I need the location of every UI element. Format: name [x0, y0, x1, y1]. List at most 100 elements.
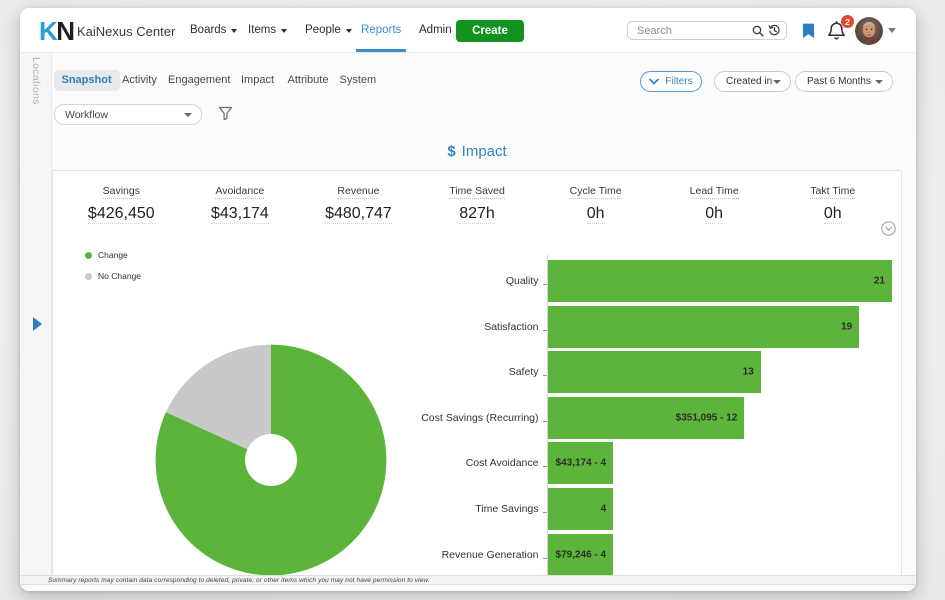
nav-item-boards[interactable]: Boards	[190, 8, 238, 52]
bar-revenue-generation[interactable]	[547, 533, 614, 575]
bar-category-label: Revenue Generation	[441, 548, 539, 561]
date-range-select[interactable]: Past 6 Months	[795, 71, 893, 92]
bar-safety[interactable]	[547, 351, 761, 394]
nav-item-people[interactable]: People	[305, 8, 352, 52]
workflow-select[interactable]: Workflow	[54, 104, 202, 125]
impact-heading: $ Impact	[52, 143, 902, 160]
caret-down-icon	[773, 79, 781, 84]
created-in-select[interactable]: Created in	[714, 71, 791, 92]
expand-sidebar-icon[interactable]	[33, 317, 42, 331]
stat-takt-time: Takt Time 0h	[773, 171, 892, 224]
axis-tick	[542, 420, 547, 422]
caret-down-icon	[345, 29, 352, 33]
caret-down-icon	[875, 79, 883, 84]
bar-time-savings[interactable]	[547, 488, 614, 530]
nav-item-label: Items	[248, 24, 277, 36]
bar-cost-savings-recurring-[interactable]	[547, 396, 745, 439]
impact-heading-label: Impact	[461, 143, 507, 160]
stat-value-text: $43,174	[210, 205, 269, 224]
axis-tick	[542, 329, 547, 331]
stat-lead-time: Lead Time 0h	[655, 171, 774, 224]
create-button[interactable]: Create	[456, 20, 524, 42]
stat-value-text: $480,747	[325, 205, 392, 224]
caret-down-icon	[231, 29, 238, 33]
app-window: KN KaiNexus Center Boards Items People Repo…	[20, 8, 916, 591]
nav-item-label: People	[305, 24, 341, 36]
date-range-value: Past 6 Months	[807, 76, 871, 87]
collapse-section-icon[interactable]	[881, 221, 896, 241]
nav-item-label: Reports	[361, 24, 402, 36]
legend-label: No Change	[98, 271, 142, 281]
history-icon[interactable]	[766, 22, 782, 39]
stat-label: Lead Time	[689, 185, 739, 199]
caret-down-icon	[184, 112, 192, 117]
bookmark-icon[interactable]	[802, 23, 815, 44]
bar-cost-avoidance[interactable]	[547, 442, 614, 485]
bar-satisfaction[interactable]	[547, 305, 860, 348]
stat-value-text: 0h	[586, 205, 605, 224]
stat-value: $43,174	[181, 205, 300, 224]
tab-engagement[interactable]: Engagement	[168, 74, 231, 86]
bar-quality[interactable]	[547, 260, 892, 302]
locations-vertical-label: Locations	[30, 57, 42, 105]
bell-icon[interactable]: 2	[827, 15, 854, 43]
stat-value: $426,450	[62, 205, 181, 224]
tab-activity[interactable]: Activity	[122, 74, 157, 86]
stat-value: 0h	[536, 205, 655, 224]
caret-down-icon	[281, 29, 288, 33]
legend-dot-icon	[85, 251, 92, 259]
search-input[interactable]	[628, 24, 750, 37]
bar-category-label: Cost Avoidance	[465, 457, 539, 470]
bar-category-label: Satisfaction	[484, 320, 539, 333]
tab-snapshot[interactable]: Snapshot	[53, 70, 120, 91]
bar-category-label: Time Savings	[475, 503, 539, 515]
tab-attribute[interactable]: Attribute	[287, 74, 329, 86]
donut-slice-no-change[interactable]	[165, 344, 271, 450]
funnel-filter-icon[interactable]	[218, 106, 233, 126]
axis-tick	[542, 375, 547, 377]
report-card: Savings $426,450 Avoidance $43,174 Revenue $4…	[52, 170, 902, 576]
locations-sidebar: Locations	[20, 53, 52, 576]
logo-letter-n: N	[56, 16, 75, 46]
bar-category-label: Cost Savings (Recurring)	[421, 411, 539, 424]
axis-tick	[542, 466, 547, 468]
kainexus-logo[interactable]: KN	[39, 16, 75, 47]
report-content: Snapshot Activity Engagement Impact Attribut…	[52, 53, 916, 591]
search-box	[627, 21, 787, 40]
created-in-value: Created in	[726, 76, 773, 87]
nav-item-admin[interactable]: Admin	[419, 8, 452, 52]
donut-chart[interactable]	[155, 344, 387, 576]
nav-item-items[interactable]: Items	[248, 8, 288, 52]
search-icon[interactable]	[750, 22, 766, 39]
axis-tick	[542, 512, 547, 513]
app-title: KaiNexus Center	[77, 24, 176, 39]
avatar[interactable]	[855, 17, 883, 45]
stat-label: Revenue	[337, 185, 380, 199]
tab-system[interactable]: System	[339, 74, 377, 86]
nav-item-reports[interactable]: Reports	[355, 8, 407, 52]
dollar-icon: $	[447, 143, 456, 160]
stat-time-saved: Time Saved 827h	[418, 171, 537, 224]
stat-revenue: Revenue $480,747	[299, 171, 418, 224]
stat-value-text: 0h	[705, 205, 724, 224]
nav-item-label: Boards	[190, 24, 227, 36]
axis-tick	[542, 284, 547, 285]
tab-impact[interactable]: Impact	[241, 74, 275, 86]
stat-value: 827h	[418, 205, 537, 224]
stat-value-text: 0h	[823, 205, 842, 224]
bar-category-label: Safety	[508, 366, 539, 379]
legend-item-no-change[interactable]: No Change	[85, 271, 141, 281]
user-menu-caret-icon[interactable]	[888, 28, 896, 33]
filters-button[interactable]: Filters	[640, 71, 702, 92]
bar-category-label: Quality	[505, 275, 539, 287]
legend-dot-icon	[85, 272, 92, 280]
legend-label: Change	[98, 250, 128, 260]
nav-item-label: Admin	[419, 24, 452, 36]
footer-strip: Summary reports may contain data corresp…	[20, 575, 916, 585]
stat-label: Time Saved	[449, 185, 505, 199]
legend-item-change[interactable]: Change	[85, 250, 141, 260]
filters-button-label: Filters	[665, 76, 693, 87]
stat-cycle-time: Cycle Time 0h	[536, 171, 655, 224]
donut-slice-change[interactable]	[155, 344, 387, 576]
stat-value-text: 827h	[459, 205, 495, 224]
